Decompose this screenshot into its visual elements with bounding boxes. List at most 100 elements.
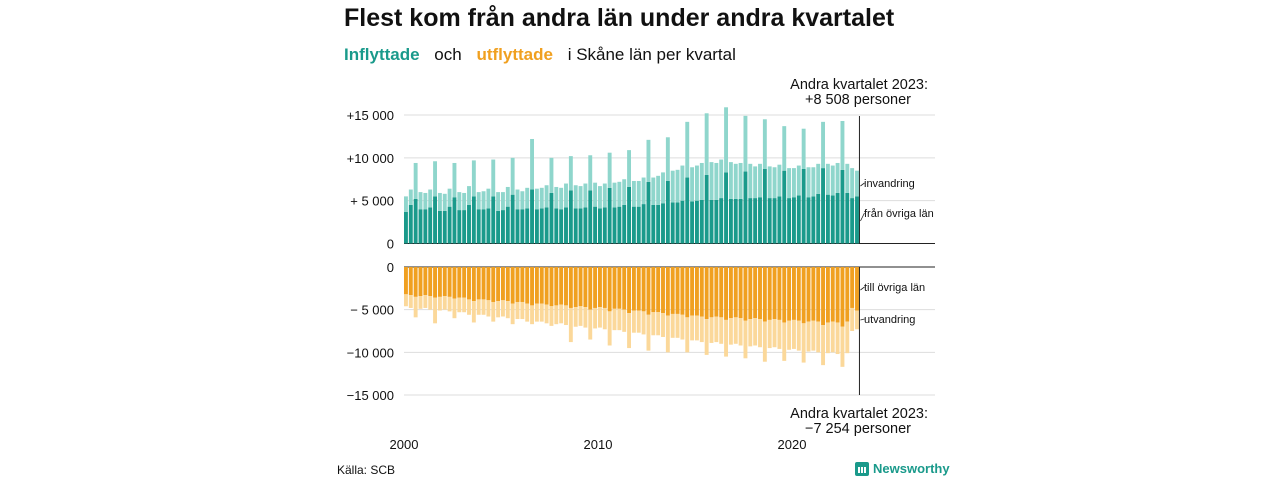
bar-till-ovriga-lan bbox=[481, 267, 486, 300]
bar-invandring bbox=[525, 187, 530, 209]
bar-utvandring bbox=[748, 319, 753, 347]
bar-till-ovriga-lan bbox=[573, 267, 578, 308]
y-tick-label-top: 0 bbox=[387, 237, 394, 252]
bar-invandring bbox=[617, 181, 622, 207]
bar-till-ovriga-lan bbox=[758, 267, 762, 320]
bar-utvandring bbox=[534, 303, 539, 322]
bar-till-ovriga-lan bbox=[728, 267, 733, 319]
bar-invandring bbox=[467, 186, 471, 205]
bar-invandring bbox=[476, 192, 481, 210]
bar-invandring bbox=[433, 161, 437, 197]
bar-fran-ovriga-lan bbox=[806, 197, 811, 244]
bar-fran-ovriga-lan bbox=[777, 196, 782, 244]
annotation-bottom-line1: Andra kvartalet 2023: bbox=[790, 406, 928, 422]
bar-utvandring bbox=[602, 307, 607, 330]
bar-fran-ovriga-lan bbox=[811, 196, 816, 244]
bar-invandring bbox=[753, 166, 758, 199]
bar-utvandring bbox=[583, 307, 588, 328]
bar-till-ovriga-lan bbox=[549, 267, 554, 307]
bar-till-ovriga-lan bbox=[743, 267, 748, 321]
bar-fran-ovriga-lan bbox=[767, 198, 772, 244]
x-tick-label: 2010 bbox=[584, 437, 613, 452]
bar-utvandring bbox=[554, 305, 559, 325]
bar-till-ovriga-lan bbox=[467, 267, 471, 300]
bar-fran-ovriga-lan bbox=[544, 207, 549, 244]
y-tick-label-bottom: 0 bbox=[387, 260, 394, 275]
annotation-bottom-line2: −7 254 personer bbox=[805, 421, 911, 437]
bar-till-ovriga-lan bbox=[515, 267, 520, 302]
bar-fran-ovriga-lan bbox=[695, 200, 699, 244]
bar-fran-ovriga-lan bbox=[845, 192, 850, 244]
bar-till-ovriga-lan bbox=[554, 267, 559, 306]
y-tick-label-top: + 5 000 bbox=[350, 194, 394, 209]
bar-till-ovriga-lan bbox=[471, 267, 476, 302]
bar-utvandring bbox=[530, 305, 534, 325]
bar-invandring bbox=[583, 183, 588, 208]
bar-till-ovriga-lan bbox=[530, 267, 534, 306]
bar-fran-ovriga-lan bbox=[675, 202, 680, 244]
bar-utvandring bbox=[661, 313, 665, 337]
bar-invandring bbox=[821, 121, 825, 169]
bar-till-ovriga-lan bbox=[724, 267, 728, 320]
chart-title: Flest kom från andra län under andra kva… bbox=[344, 4, 895, 32]
bar-till-ovriga-lan bbox=[704, 267, 709, 320]
bar-fran-ovriga-lan bbox=[496, 210, 501, 244]
bar-invandring bbox=[564, 183, 568, 208]
bar-invandring bbox=[404, 196, 408, 212]
bar-invandring bbox=[408, 189, 413, 205]
bar-fran-ovriga-lan bbox=[578, 208, 583, 244]
series-label-fran-ovriga-lan: från övriga län bbox=[864, 208, 934, 220]
bar-utvandring bbox=[719, 317, 724, 344]
bar-invandring bbox=[665, 137, 670, 181]
bar-invandring bbox=[675, 169, 680, 203]
bar-till-ovriga-lan bbox=[840, 267, 845, 327]
bar-till-ovriga-lan bbox=[602, 267, 607, 308]
bar-till-ovriga-lan bbox=[612, 267, 617, 309]
bar-fran-ovriga-lan bbox=[724, 172, 728, 244]
bar-till-ovriga-lan bbox=[598, 267, 602, 308]
bar-fran-ovriga-lan bbox=[656, 204, 661, 244]
bar-till-ovriga-lan bbox=[568, 267, 573, 308]
bar-utvandring bbox=[850, 307, 855, 331]
series-label-invandring-leader bbox=[860, 182, 865, 187]
bar-fran-ovriga-lan bbox=[801, 168, 806, 244]
bar-till-ovriga-lan bbox=[811, 267, 816, 321]
bar-fran-ovriga-lan bbox=[467, 204, 471, 244]
bar-invandring bbox=[593, 182, 598, 207]
bar-fran-ovriga-lan bbox=[457, 210, 462, 244]
bar-utvandring bbox=[680, 314, 685, 340]
bar-invandring bbox=[530, 138, 534, 190]
bar-invandring bbox=[680, 165, 685, 201]
bar-fran-ovriga-lan bbox=[762, 168, 767, 244]
bar-invandring bbox=[782, 126, 787, 171]
bar-utvandring bbox=[481, 299, 486, 315]
bar-invandring bbox=[825, 163, 830, 195]
bar-utvandring bbox=[656, 312, 661, 336]
bar-fran-ovriga-lan bbox=[404, 211, 408, 244]
bar-utvandring bbox=[758, 319, 762, 348]
bar-till-ovriga-lan bbox=[796, 267, 801, 321]
bar-fran-ovriga-lan bbox=[534, 209, 539, 244]
bar-utvandring bbox=[636, 310, 641, 333]
bar-utvandring bbox=[544, 304, 549, 324]
bar-fran-ovriga-lan bbox=[622, 204, 627, 244]
bar-utvandring bbox=[782, 322, 787, 361]
bar-fran-ovriga-lan bbox=[564, 207, 568, 244]
bar-till-ovriga-lan bbox=[753, 267, 758, 319]
bar-fran-ovriga-lan bbox=[840, 169, 845, 244]
bar-invandring bbox=[772, 167, 777, 199]
bar-fran-ovriga-lan bbox=[452, 197, 457, 244]
bar-utvandring bbox=[510, 303, 515, 325]
bar-invandring bbox=[840, 120, 845, 170]
bar-utvandring bbox=[418, 296, 423, 309]
bar-utvandring bbox=[486, 300, 491, 317]
bar-fran-ovriga-lan bbox=[855, 196, 859, 244]
series-label-utvandring: utvandring bbox=[864, 314, 915, 326]
bar-utvandring bbox=[588, 309, 593, 340]
bar-invandring bbox=[762, 119, 767, 169]
bar-invandring bbox=[816, 163, 821, 194]
bar-fran-ovriga-lan bbox=[782, 170, 787, 244]
bar-fran-ovriga-lan bbox=[520, 209, 525, 244]
bar-till-ovriga-lan bbox=[593, 267, 598, 308]
bar-invandring bbox=[845, 163, 850, 193]
